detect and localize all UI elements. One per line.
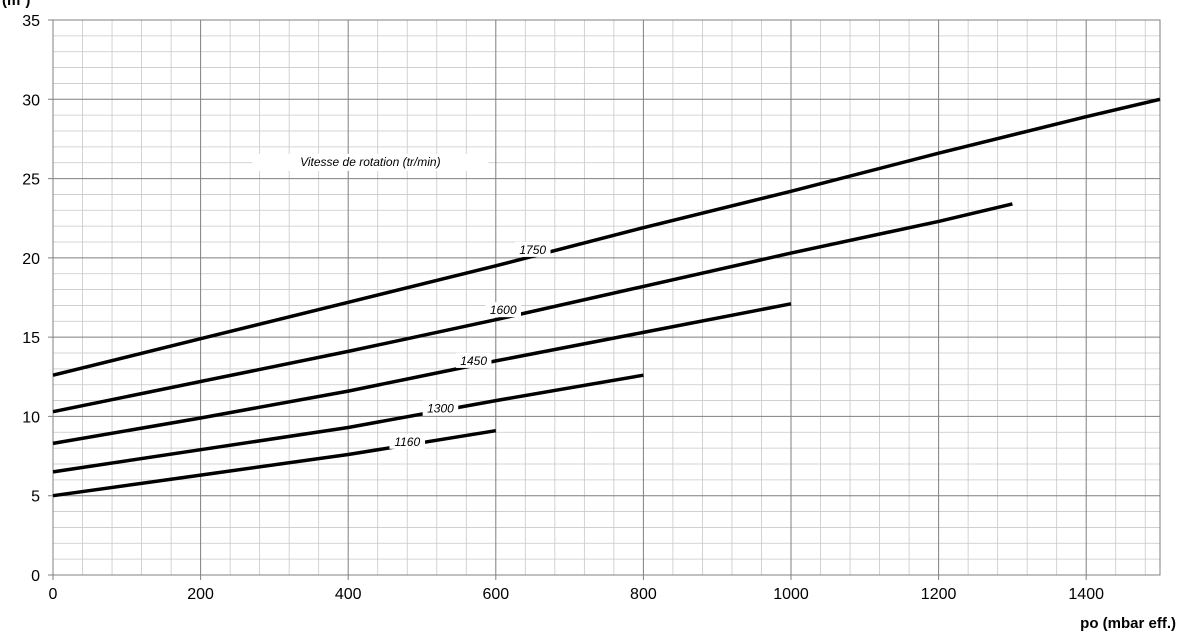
series-lines xyxy=(52,97,1161,498)
x-tick-label: 800 xyxy=(630,586,657,603)
x-tick-label: 600 xyxy=(482,586,509,603)
x-tick-label: 200 xyxy=(187,586,214,603)
y-tick-label: 35 xyxy=(22,13,40,30)
y-tick-label: 15 xyxy=(22,330,40,347)
series-line-1300 xyxy=(52,373,644,474)
y-tick-label: 5 xyxy=(31,489,40,506)
series-label-bg-1750 xyxy=(514,241,551,257)
y-tick-label: 10 xyxy=(22,409,40,426)
x-tick-label: 1400 xyxy=(1068,586,1104,603)
legend-title-group: Vitesse de rotation (tr/min) xyxy=(252,153,489,171)
series-label-bg-1300 xyxy=(422,400,459,416)
minor-gridlines xyxy=(53,20,1160,575)
series-label-1750: 1750 xyxy=(519,243,546,257)
legend-title-background xyxy=(252,153,489,171)
x-axis-title: po (mbar eff.) xyxy=(1080,615,1176,632)
y-tick-label: 30 xyxy=(22,92,40,109)
series-line-1600 xyxy=(52,202,1013,414)
series-label-1600: 1600 xyxy=(490,303,517,317)
major-gridlines xyxy=(48,19,1160,580)
plot-frame xyxy=(52,19,1161,576)
series-label-1300: 1300 xyxy=(427,402,454,416)
x-tick-label: 400 xyxy=(335,586,362,603)
series-label-bg-1450 xyxy=(455,352,492,368)
series-line-1450 xyxy=(52,302,792,446)
x-tick-label: 1200 xyxy=(921,586,957,603)
tick-labels: 0 200 400 600 800 1000 1200 1400 0 5 10 15 20 25 30 35 xyxy=(22,13,1104,603)
legend-title: Vitesse de rotation (tr/min) xyxy=(300,155,441,169)
x-tick-label: 0 xyxy=(49,586,58,603)
series-line-1750 xyxy=(52,97,1161,377)
y-tick-label: 20 xyxy=(22,251,40,268)
y-axis-title: (m³) xyxy=(2,0,30,9)
series-label-1450: 1450 xyxy=(460,354,487,368)
series-label-bg-1600 xyxy=(485,302,521,318)
series-label-1160: 1160 xyxy=(394,435,420,449)
series-label-bg-1160 xyxy=(389,433,426,449)
y-tick-label: 25 xyxy=(22,172,40,189)
x-tick-label: 1000 xyxy=(773,586,809,603)
y-tick-label: 0 xyxy=(31,568,40,585)
curve-labels: 1750 1600 1450 1300 1160 xyxy=(389,241,551,449)
